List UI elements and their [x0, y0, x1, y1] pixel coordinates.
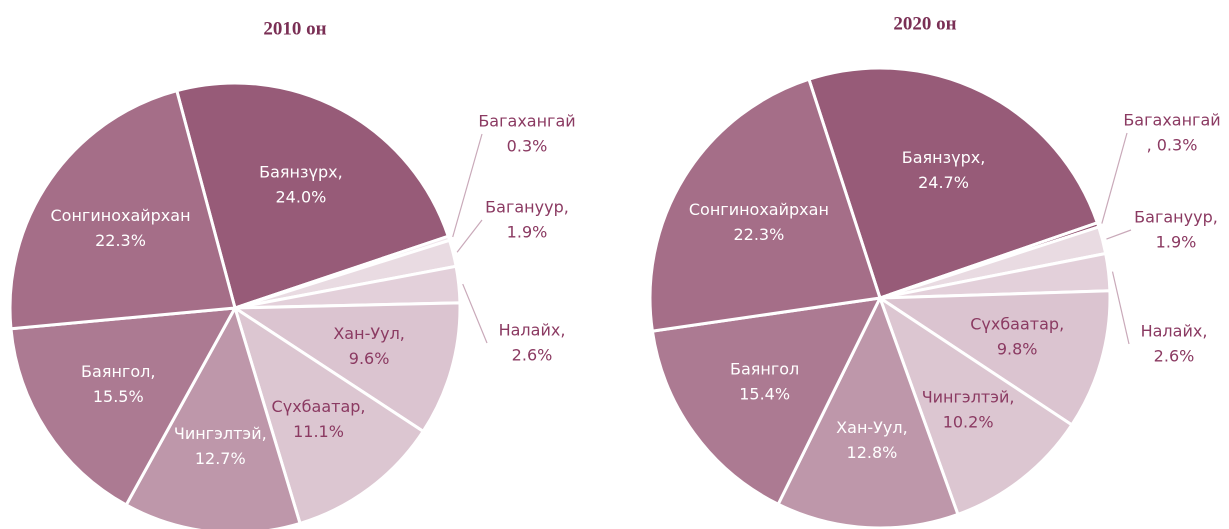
slice-value: 2.6%: [1154, 347, 1195, 366]
pie-slice: [650, 296, 883, 507]
slice-label: Багахангай: [1123, 111, 1220, 130]
slice-label: Сонгинохайрхан: [51, 206, 191, 225]
slice-value: 1.9%: [1156, 233, 1197, 252]
slice-value: 9.6%: [349, 349, 390, 368]
slice-value: 15.5%: [93, 387, 144, 406]
slice-value: 12.7%: [195, 449, 246, 468]
chart-title: 2020 он: [893, 13, 956, 34]
pie-slice: [648, 77, 882, 333]
pie-slice: [9, 306, 238, 507]
slice-value: , 0.3%: [1147, 136, 1198, 155]
slice-value: 1.9%: [507, 223, 548, 242]
slice-value: 22.3%: [733, 225, 784, 244]
pie-slice: [232, 304, 426, 526]
leader-line: [1106, 229, 1132, 240]
slice-value: 22.3%: [95, 231, 146, 250]
leader-line: [1101, 132, 1128, 224]
slice-label: Багануур,: [485, 198, 569, 217]
leader-line: [456, 219, 483, 253]
pie-slice: [8, 88, 237, 331]
slice-label: Сүхбаатар,: [970, 314, 1064, 333]
slice-value: 0.3%: [507, 137, 548, 156]
pie-slice: [807, 66, 1100, 300]
slice-label: Баянгол,: [81, 362, 155, 381]
pie-slice: [877, 294, 1074, 517]
slice-label: Сонгинохайрхан: [689, 200, 829, 219]
slice-value: 2.6%: [512, 346, 553, 365]
slice-label: Чингэлтэй,: [922, 388, 1015, 407]
slice-label: Хан-Уул,: [333, 324, 405, 343]
chart-title: 2010 он: [263, 18, 326, 39]
slice-label: Чингэлтэй,: [174, 424, 267, 443]
slice-label: Багахангай: [478, 112, 575, 131]
slice-value: 11.1%: [293, 422, 344, 441]
slice-value: 24.7%: [918, 173, 969, 192]
slice-value: 24.0%: [276, 188, 327, 207]
pie-slice: [230, 301, 462, 434]
slice-label: Баянгол: [730, 359, 799, 378]
pie-slice: [875, 289, 1112, 427]
pie-slice: [776, 294, 960, 529]
slice-label: Баянзүрх,: [902, 148, 986, 167]
slice-label: Хан-Уул,: [836, 418, 908, 437]
slice-value: 15.4%: [739, 384, 790, 403]
slice-label: Налайх,: [499, 321, 566, 340]
slice-label: Баянзүрх,: [259, 163, 343, 182]
slice-label: Сүхбаатар,: [272, 397, 366, 416]
slice-value: 12.8%: [847, 443, 898, 462]
leader-line: [462, 283, 488, 344]
slice-label: Налайх,: [1141, 322, 1208, 341]
pie-slice: [174, 81, 451, 310]
slice-label: Багануур,: [1134, 208, 1218, 227]
slice-value: 9.8%: [997, 339, 1038, 358]
leader-line: [1111, 271, 1130, 345]
pie-slice: [124, 304, 302, 529]
slice-value: 10.2%: [943, 413, 994, 432]
leader-line: [452, 133, 483, 238]
